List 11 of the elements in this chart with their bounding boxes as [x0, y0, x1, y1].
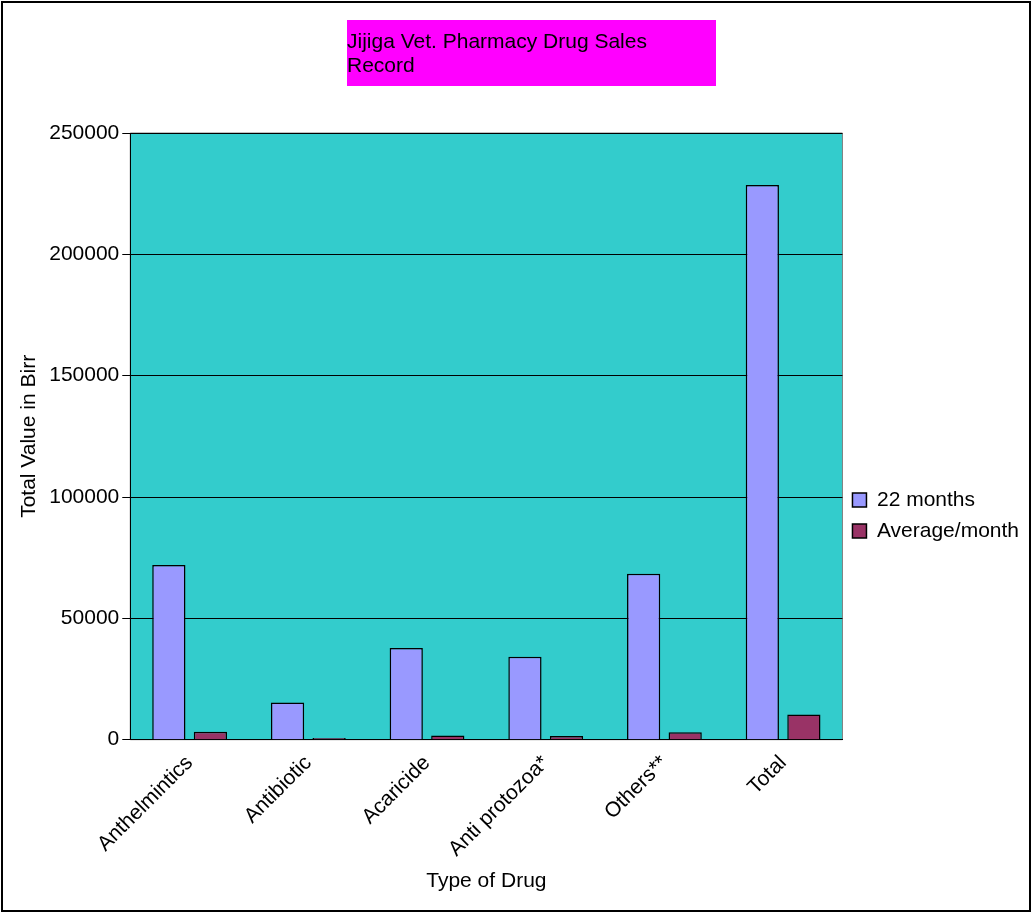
- y-tick-label: 200000: [49, 241, 120, 265]
- y-axis-title: Total Value in Birr: [16, 354, 40, 518]
- legend-label: Average/month: [876, 517, 1020, 541]
- y-tick-label: 100000: [49, 483, 120, 507]
- chart-title: Jijiga Vet. Pharmacy Drug Sales Record: [347, 20, 716, 86]
- y-tick-label: 250000: [49, 119, 120, 143]
- y-tick-label: 0: [107, 726, 120, 750]
- y-tick-label: 150000: [49, 362, 120, 386]
- y-tick-label: 50000: [60, 605, 120, 629]
- x-axis-title: Type of Drug: [426, 868, 547, 892]
- legend-label: 22 months: [876, 486, 976, 510]
